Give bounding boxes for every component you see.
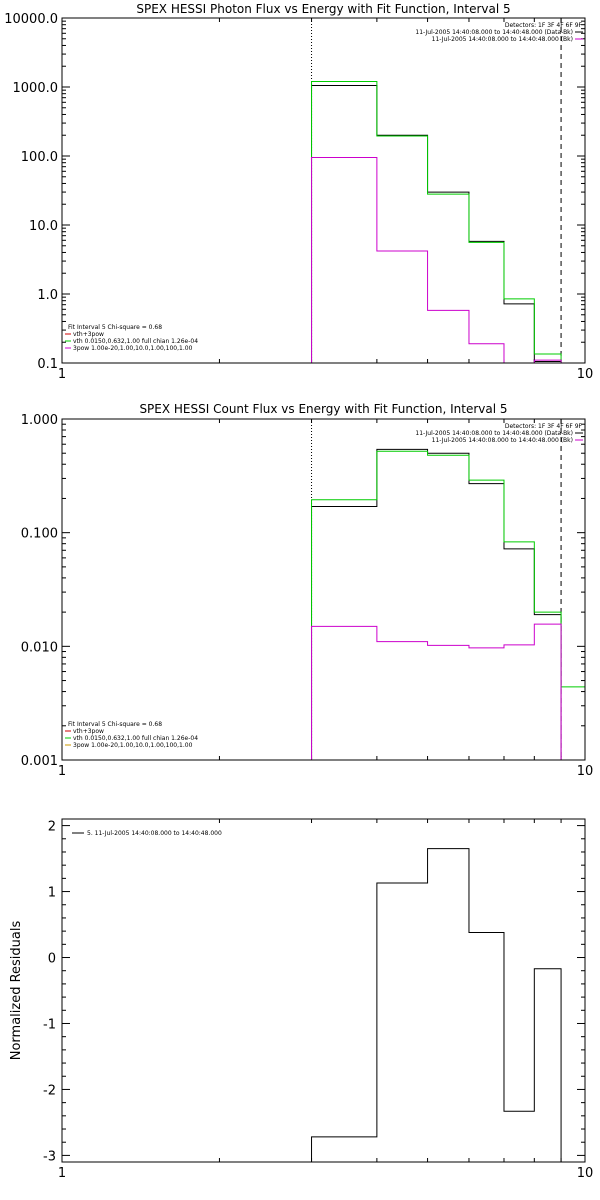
x-tick-label: 1 — [58, 1166, 66, 1181]
plot-frame — [61, 17, 586, 364]
x-tick-label: 10 — [577, 764, 594, 779]
y-tick-label: 0.001 — [21, 754, 58, 769]
y-tick-label: 1 — [48, 886, 56, 901]
legend-entry: 3pow 1.00e-20,1.00,10.0,1.00,100,1.00 — [73, 742, 193, 749]
x-tick-label: 1 — [58, 367, 66, 382]
plot-frame — [61, 818, 586, 1163]
legend-entry: Fit Interval 5 Chi-square = 0.68 — [68, 324, 162, 331]
legend-entry: 3pow 1.00e-20,1.00,10.0,1.00,100,1.00 — [73, 345, 193, 352]
chart-title: SPEX HESSI Photon Flux vs Energy with Fi… — [136, 2, 510, 16]
legend-entry: 11-Jul-2005 14:40:08.000 to 14:40:48.000… — [415, 29, 573, 36]
photon-flux-panel: SPEX HESSI Photon Flux vs Energy with Fi… — [4, 2, 593, 382]
legend-entry: vth 0.0150,0.632,1.00 full chian 1.26e-0… — [73, 735, 198, 742]
y-tick-label: 1000.0 — [13, 81, 59, 96]
y-tick-label: 0 — [48, 952, 56, 967]
y-tick-label: 2 — [48, 820, 56, 835]
series-0-histogram — [311, 848, 562, 1162]
data-area — [311, 448, 585, 760]
series-2-histogram — [311, 157, 562, 363]
legend-entry: 5. 11-Jul-2005 14:40:08.000 to 14:40:48.… — [87, 830, 222, 837]
y-axis-label: Normalized Residuals — [9, 921, 24, 1061]
series-0-histogram — [311, 85, 562, 363]
y-tick-label: 10000.0 — [4, 12, 58, 27]
y-tick-label: 1.000 — [21, 413, 58, 428]
y-tick-label: -2 — [43, 1083, 56, 1098]
series-2-histogram — [311, 623, 562, 760]
legend-entry: Detectors: 1F 3F 4F 6F 9F — [505, 22, 583, 29]
count-flux-panel: SPEX HESSI Count Flux vs Energy with Fit… — [21, 402, 593, 779]
data-area — [311, 848, 562, 1162]
y-tick-label: 0.1 — [37, 357, 58, 372]
y-tick-label: 0.010 — [21, 640, 58, 655]
chart-title: SPEX HESSI Count Flux vs Energy with Fit… — [139, 402, 507, 416]
legend-entry: 11-Jul-2005 14:40:08.000 to 14:40:48.000… — [432, 36, 573, 43]
residuals-panel: 1 10 -3 -2 -1 0 1 2 Normalized Residuals 5. 11-Ju… — [9, 818, 594, 1181]
series-1-histogram — [311, 81, 562, 363]
legend-entry: 11-Jul-2005 14:40:08.000 to 14:40:48.000… — [432, 437, 573, 444]
x-tick-label: 1 — [58, 764, 66, 779]
y-tick-label: 10.0 — [29, 219, 58, 234]
y-tick-label: 100.0 — [21, 150, 58, 165]
y-tick-label: -3 — [43, 1149, 56, 1164]
y-tick-label: -1 — [43, 1017, 56, 1032]
legend-entry: Detectors: 1F 3F 4F 6F 9F — [505, 423, 583, 430]
legend-entry: vth+3pow — [73, 728, 104, 735]
legend-entry: Fit Interval 5 Chi-square = 0.68 — [68, 721, 162, 728]
plot-frame — [61, 418, 586, 761]
legend-entry: vth+3pow — [73, 331, 104, 338]
legend-entry: 11-Jul-2005 14:40:08.000 to 14:40:48.000… — [415, 430, 573, 437]
y-tick-label: 1.0 — [37, 288, 58, 303]
x-tick-label: 10 — [577, 367, 594, 382]
series-1-histogram — [311, 450, 585, 760]
x-tick-label: 10 — [577, 1166, 594, 1181]
y-tick-label: 0.100 — [21, 527, 58, 542]
data-area — [311, 81, 562, 363]
series-0-histogram — [311, 448, 562, 760]
legend-entry: vth 0.0150,0.632,1.00 full chian 1.26e-0… — [73, 338, 198, 345]
